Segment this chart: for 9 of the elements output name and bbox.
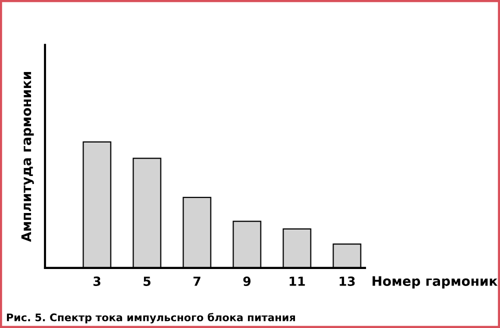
x-tick-label: 5	[144, 276, 150, 286]
text: Рис. 5. Спектр тока импульсного блока питания	[6, 312, 295, 324]
x-tick-label: 9	[243, 276, 251, 286]
x-axis-title: Номер гармоник	[372, 276, 498, 289]
x-tick-label: 3	[93, 276, 100, 286]
x-tick-label: 7	[193, 276, 200, 286]
y-axis-title: Амплитуда гармоники	[21, 72, 34, 242]
x-tick-label: 11	[290, 276, 305, 286]
x-tick-label: 13	[340, 276, 355, 286]
